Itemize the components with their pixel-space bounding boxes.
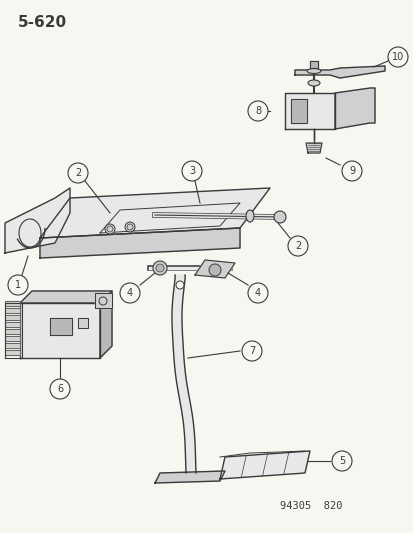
- Text: 5-620: 5-620: [18, 15, 67, 30]
- Circle shape: [176, 281, 183, 289]
- Polygon shape: [5, 322, 20, 327]
- Polygon shape: [305, 143, 321, 153]
- Polygon shape: [5, 350, 20, 355]
- Polygon shape: [5, 336, 20, 341]
- Ellipse shape: [306, 69, 320, 74]
- Polygon shape: [294, 66, 384, 78]
- Ellipse shape: [307, 80, 319, 86]
- Polygon shape: [195, 260, 235, 278]
- Polygon shape: [100, 291, 112, 358]
- Polygon shape: [5, 188, 70, 253]
- Circle shape: [341, 161, 361, 181]
- Polygon shape: [95, 293, 112, 308]
- Circle shape: [50, 379, 70, 399]
- Circle shape: [120, 283, 140, 303]
- Circle shape: [387, 47, 407, 67]
- Polygon shape: [40, 188, 269, 238]
- Text: 9: 9: [348, 166, 354, 176]
- Polygon shape: [5, 301, 20, 306]
- Text: 8: 8: [254, 106, 261, 116]
- Text: 10: 10: [391, 52, 403, 62]
- Circle shape: [209, 264, 221, 276]
- Circle shape: [242, 341, 261, 361]
- Text: 4: 4: [127, 288, 133, 298]
- Polygon shape: [5, 329, 20, 334]
- Ellipse shape: [245, 210, 254, 222]
- Polygon shape: [5, 308, 20, 313]
- Circle shape: [182, 161, 202, 181]
- Polygon shape: [40, 228, 240, 258]
- Circle shape: [247, 101, 267, 121]
- Polygon shape: [5, 343, 20, 348]
- Polygon shape: [154, 471, 224, 483]
- Polygon shape: [219, 451, 309, 479]
- Text: 2: 2: [75, 168, 81, 178]
- Text: 2: 2: [294, 241, 300, 251]
- Circle shape: [287, 236, 307, 256]
- Circle shape: [273, 211, 285, 223]
- Circle shape: [68, 163, 88, 183]
- Text: 5: 5: [338, 456, 344, 466]
- Polygon shape: [284, 93, 334, 129]
- Text: 1: 1: [15, 280, 21, 290]
- Circle shape: [8, 275, 28, 295]
- Circle shape: [153, 261, 166, 275]
- Polygon shape: [290, 99, 306, 123]
- Text: 3: 3: [188, 166, 195, 176]
- Polygon shape: [20, 291, 112, 303]
- Polygon shape: [50, 318, 72, 335]
- Polygon shape: [20, 303, 100, 358]
- Polygon shape: [5, 315, 20, 320]
- Text: 6: 6: [57, 384, 63, 394]
- Text: 7: 7: [248, 346, 254, 356]
- Circle shape: [105, 224, 115, 234]
- Polygon shape: [334, 88, 374, 129]
- Circle shape: [247, 283, 267, 303]
- Circle shape: [331, 451, 351, 471]
- Circle shape: [156, 264, 164, 272]
- Text: 4: 4: [254, 288, 261, 298]
- Polygon shape: [309, 61, 317, 68]
- Text: 94305  820: 94305 820: [279, 501, 342, 511]
- Polygon shape: [78, 318, 88, 328]
- Circle shape: [125, 222, 135, 232]
- Polygon shape: [171, 275, 195, 473]
